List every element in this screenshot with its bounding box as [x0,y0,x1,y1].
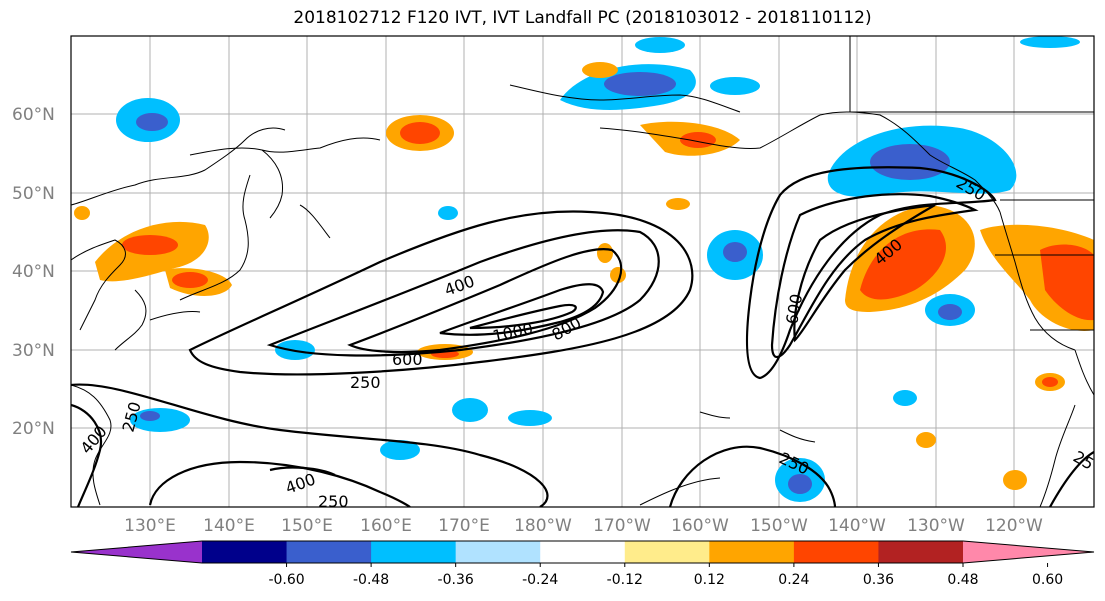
lon-label: 140°W [828,516,886,536]
shading-strong-positive [1040,244,1094,321]
map-title: 2018102712 F120 IVT, IVT Landfall PC (20… [293,8,872,28]
ivt-anomaly-shading [74,36,1094,502]
contour-label: 250 [350,373,381,392]
shading-negative [1020,36,1080,48]
colorbar-segment [878,541,964,563]
lat-label: 50°N [12,184,55,204]
shading-negative [635,37,685,53]
shading-strong-negative [604,72,676,96]
shading-strong-negative [723,242,747,262]
contour-label: 250 [318,492,349,511]
lat-label: 60°N [12,105,55,125]
shading-strong-negative [788,474,812,494]
colorbar-tick-label: 0.12 [694,572,725,588]
colorbar: -0.60 -0.48 -0.36 -0.24 -0.12 0.12 0.24 0.36 0.4… [70,540,1095,588]
lon-label: 130°W [907,516,965,536]
latitude-axis: 60°N 50°N 40°N 30°N 20°N [12,105,55,439]
colorbar-segment [540,541,626,563]
shading-strong-positive [1042,377,1058,387]
shading-positive [597,243,613,263]
lat-label: 40°N [12,262,55,282]
colorbar-tick-label: 0.48 [947,572,978,588]
shading-strong-negative [140,411,160,421]
shading-strong-positive [172,272,208,288]
shading-positive [1003,470,1027,490]
lon-label: 170°E [438,516,490,536]
shading-negative [893,390,917,406]
lon-label: 120°W [985,516,1043,536]
shading-strong-negative [136,113,168,131]
lon-label: 150°W [750,516,808,536]
contour-label: 600 [392,350,423,369]
lat-label: 20°N [12,419,55,439]
shading-negative [380,440,420,460]
shading-strong-negative [938,304,962,320]
colorbar-segment [709,541,795,563]
lon-label: 160°W [671,516,729,536]
shading-strong-positive [122,235,178,255]
longitude-axis: 130°E 140°E 150°E 160°E 170°E 180°W 170°… [124,516,1043,536]
shading-strong-positive [400,122,440,144]
shading-positive [582,62,618,78]
colorbar-tick-label: 0.36 [863,572,894,588]
colorbar-tick-label: -0.24 [522,572,558,588]
lon-label: 150°E [281,516,333,536]
colorbar-segment [455,541,541,563]
lon-label: 170°W [593,516,651,536]
colorbar-extend-low [71,541,202,563]
colorbar-tick-label: 0.60 [1032,572,1063,588]
colorbar-segment [624,541,710,563]
shading-strong-negative [870,144,950,180]
plot-frame [70,35,1095,508]
lon-label: 180°W [514,516,572,536]
lon-label: 160°E [360,516,412,536]
colorbar-tick-label: -0.48 [353,572,389,588]
shading-strong-positive [860,229,946,300]
shading-positive [916,432,936,448]
colorbar-tick-label: -0.36 [438,572,474,588]
colorbar-segment [286,541,372,563]
colorbar-tick-label: -0.60 [268,572,304,588]
colorbar-extend-high [963,541,1094,563]
shading-strong-positive [680,132,716,148]
lon-label: 130°E [124,516,176,536]
shading-negative [452,398,488,422]
lat-label: 30°N [12,341,55,361]
shading-positive [74,206,90,220]
colorbar-segment [793,541,879,563]
shading-positive [666,198,690,210]
shading-negative [710,77,760,95]
colorbar-segment [202,541,288,563]
lon-label: 140°E [203,516,255,536]
colorbar-outline [70,540,1095,564]
colorbar-segment [371,541,457,563]
shading-negative [438,206,458,220]
colorbar-tick-label: 0.24 [778,572,809,588]
shading-negative [508,410,552,426]
ivt-contours [71,166,1094,507]
colorbar-tick-label: -0.12 [607,572,643,588]
